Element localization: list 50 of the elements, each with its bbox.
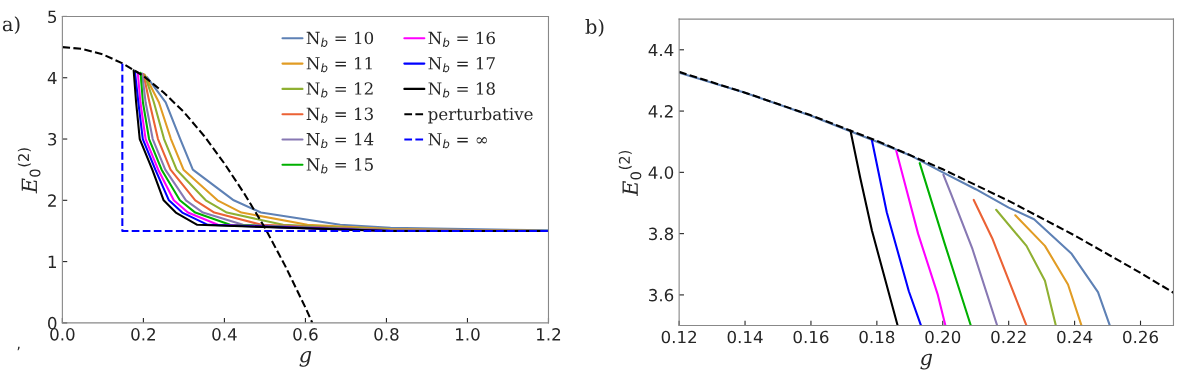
- x-tick-label: 0.20: [925, 330, 961, 344]
- y-tick-label: 4.2: [648, 105, 673, 118]
- legend-label: N$_{b}$ = 14: [306, 132, 374, 149]
- x-tick-label: 0.16: [793, 330, 829, 344]
- y-tick-label: 0: [48, 316, 57, 330]
- line-series: [870, 139, 923, 326]
- legend-label: N$_{b}$ = 16: [428, 31, 495, 47]
- y-tick-label: 1: [48, 255, 56, 268]
- y-tick-label: 3.8: [649, 227, 674, 241]
- line-series: [679, 71, 1111, 326]
- y-tick-label: 4.4: [648, 43, 674, 57]
- y-tick-label: 4.0: [648, 166, 674, 179]
- chart-title: a): [2, 16, 20, 35]
- y-tick-label: 3.6: [649, 288, 674, 302]
- legend-label: N$_{b}$ = 18: [428, 82, 495, 98]
- x-tick-label: 0.4: [212, 328, 237, 341]
- x-tick-label: 0.0: [50, 328, 75, 341]
- y-tick-label: 3: [48, 132, 57, 146]
- x-tick-label: 0.2: [131, 328, 155, 341]
- legend-label: N$_{b}$ = ∞: [428, 133, 487, 149]
- x-tick-label: 0.8: [374, 328, 399, 341]
- x-tick-label: 0.22: [991, 330, 1026, 344]
- legend-label: N$_{b}$ = 13: [306, 107, 373, 123]
- x-tick-label: 0.14: [727, 330, 763, 344]
- x-tick-label: 0.18: [859, 330, 895, 344]
- line-series: [995, 208, 1057, 326]
- x-axis-title: g: [920, 353, 933, 370]
- x-tick-label: 0.12: [661, 330, 697, 344]
- legend-label: perturbative: [428, 107, 533, 124]
- y-axis-title: E$_{0}$$^{(2)}$: [17, 148, 41, 194]
- x-tick-label: 1.0: [456, 328, 480, 341]
- line-series: [942, 173, 999, 326]
- text: ,: [17, 346, 20, 351]
- y-tick-label: 4: [47, 71, 57, 85]
- chart-title: b): [585, 18, 604, 37]
- x-tick-label: 0.6: [293, 328, 318, 341]
- x-tick-label: 0.24: [1057, 330, 1093, 344]
- legend-label: N$_{b}$ = 15: [306, 158, 373, 174]
- legend-label: N$_{b}$ = 11: [306, 56, 372, 73]
- y-tick-label: 2: [48, 194, 56, 207]
- legend-label: N$_{b}$ = 12: [306, 82, 373, 98]
- y-axis-title: E$_{0}$$^{(2)}$: [618, 150, 642, 197]
- legend-label: N$_{b}$ = 17: [428, 56, 495, 73]
- x-axis-title: g: [299, 351, 312, 367]
- line-series: [895, 149, 947, 326]
- x-tick-label: 1.2: [537, 328, 561, 341]
- line-series: [1014, 214, 1083, 326]
- x-tick-label: 0.26: [1123, 330, 1159, 344]
- legend-label: N$_{b}$ = 10: [306, 31, 374, 47]
- y-tick-label: 5: [48, 10, 57, 24]
